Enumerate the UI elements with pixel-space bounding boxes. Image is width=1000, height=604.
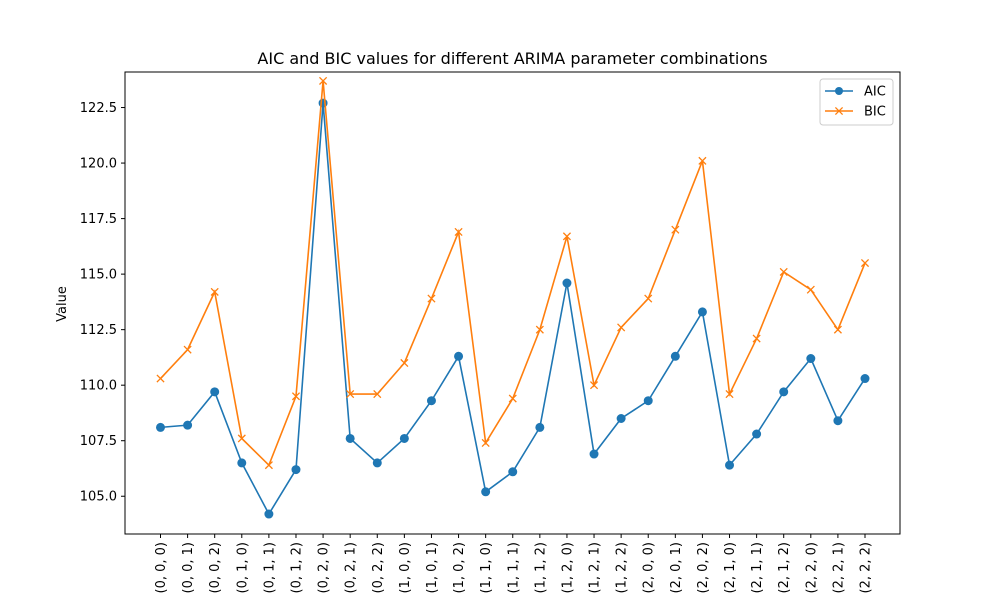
bic-point (156, 374, 165, 383)
bic-point (725, 390, 734, 399)
aic-point (264, 509, 274, 519)
x-tick-label: (1, 2, 2) (615, 542, 630, 594)
aic-point (535, 422, 545, 432)
y-tick-label: 110.0 (80, 379, 117, 394)
aic-point (779, 387, 789, 397)
aic-point (833, 416, 843, 426)
aic-legend-marker (835, 87, 843, 95)
x-tick-label: (1, 2, 1) (588, 542, 603, 594)
aic-point (237, 458, 247, 468)
x-tick-label: (2, 0, 1) (669, 542, 684, 594)
aic-point (670, 351, 680, 361)
aic-point (345, 433, 355, 443)
aic-point (372, 458, 382, 468)
aic-legend-label: AIC (864, 85, 886, 100)
bic-point (698, 156, 707, 165)
bic-legend-marker (834, 106, 844, 116)
bic-point (779, 267, 788, 276)
bic-point (373, 390, 382, 399)
aic-point (806, 354, 816, 364)
x-tick-label: (1, 0, 2) (452, 542, 467, 594)
x-tick-label: (2, 0, 0) (642, 542, 657, 594)
x-tick-label: (0, 1, 0) (235, 542, 250, 594)
x-tick-label: (0, 2, 2) (371, 542, 386, 594)
aic-point (291, 465, 301, 475)
bic-point (806, 285, 815, 294)
bic-point (617, 323, 626, 332)
x-tick-label: (2, 1, 2) (777, 542, 792, 594)
x-tick-label: (2, 2, 1) (831, 542, 846, 594)
y-tick-label: 112.5 (80, 323, 117, 338)
bic-point (400, 358, 409, 368)
bic-point (508, 394, 517, 403)
y-tick-label: 107.5 (80, 434, 117, 449)
x-tick-label: (1, 0, 0) (398, 542, 413, 594)
aic-point (156, 422, 165, 432)
aic-point (589, 449, 599, 459)
aic-point (725, 460, 735, 470)
bic-point (346, 390, 355, 399)
chart-title: AIC and BIC values for different ARIMA p… (257, 49, 767, 68)
bic-point (264, 461, 273, 470)
x-tick-label: (0, 1, 2) (289, 542, 304, 594)
x-tick-label: (1, 0, 1) (425, 542, 440, 594)
bic-point (644, 294, 653, 303)
bic-point (237, 434, 246, 443)
bic-point (291, 392, 301, 401)
x-tick-label: (1, 1, 1) (506, 542, 521, 594)
aic-point (643, 396, 653, 406)
aic-point (454, 351, 464, 361)
aic-point (399, 433, 409, 443)
bic-point (481, 438, 490, 447)
x-tick-label: (0, 0, 2) (208, 542, 223, 594)
x-tick-label: (0, 2, 1) (344, 542, 359, 594)
x-tick-label: (1, 1, 2) (533, 542, 548, 594)
x-tick-label: (2, 1, 1) (750, 542, 765, 594)
bic-point (535, 325, 544, 334)
x-tick-label: (2, 2, 2) (859, 542, 874, 594)
aic-point (183, 420, 193, 430)
x-tick-label: (2, 1, 0) (723, 542, 738, 594)
plot-area: 105.0 107.5 110.0 112.5 115.0 117.5 120.0 122.5… (80, 71, 901, 594)
y-tick-label: 115.0 (80, 268, 117, 283)
aic-point (562, 278, 572, 288)
bic-point (427, 294, 436, 303)
bic-point (319, 76, 328, 85)
bic-point (671, 225, 680, 234)
y-tick-label: 117.5 (80, 212, 117, 227)
x-tick-label: (0, 0, 1) (181, 542, 196, 594)
x-tick-label: (1, 1, 0) (479, 542, 494, 594)
aic-point (616, 414, 626, 423)
x-tick-label: (2, 2, 0) (804, 542, 819, 594)
y-tick-label: 122.5 (80, 101, 117, 116)
y-tick-label: 120.0 (80, 157, 117, 172)
y-tick-label: 105.0 (80, 490, 117, 505)
legend: AIC BIC (819, 78, 894, 126)
bic-point (454, 227, 463, 236)
aic-point (752, 429, 762, 439)
x-tick-label: (0, 1, 1) (262, 542, 277, 594)
bic-point (183, 345, 192, 354)
aic-point (860, 374, 870, 384)
x-tick-label: (1, 2, 0) (560, 542, 575, 594)
aic-point (481, 487, 491, 497)
x-tick-label: (0, 2, 0) (317, 542, 332, 594)
x-tick-label: (2, 0, 2) (696, 542, 711, 594)
aic-point (697, 307, 707, 317)
bic-point (562, 232, 572, 241)
aic-point (210, 387, 220, 397)
y-axis-label: Value (55, 286, 70, 322)
bic-point (589, 381, 599, 390)
x-tick-label: (0, 0, 0) (154, 542, 169, 594)
bic-point (752, 334, 761, 343)
aic-point (508, 467, 518, 477)
bic-point (860, 258, 870, 268)
bic-point (210, 287, 219, 296)
bic-point (833, 325, 842, 334)
bic-legend-label: BIC (864, 105, 886, 120)
aic-point (426, 396, 436, 406)
